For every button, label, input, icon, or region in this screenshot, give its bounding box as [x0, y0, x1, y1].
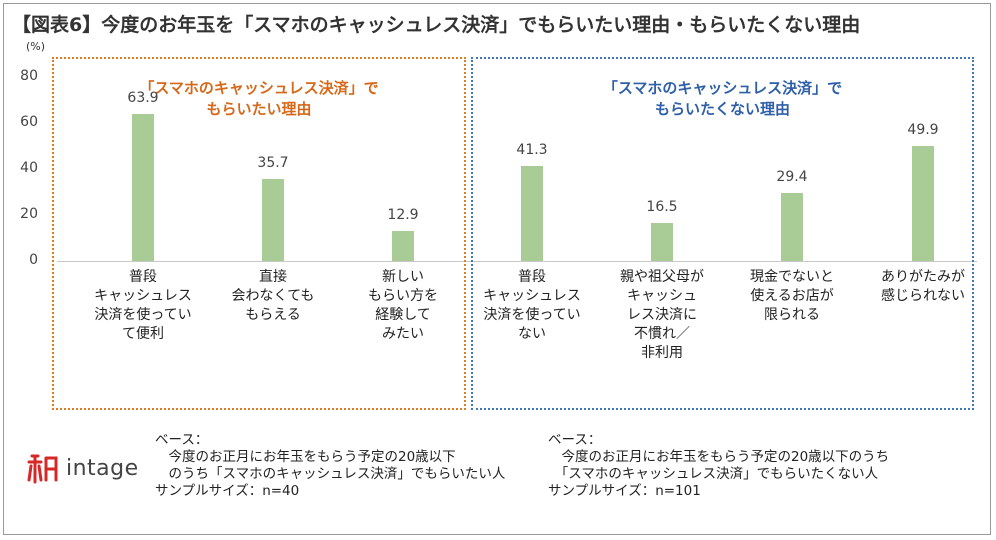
right-base-note: ベース： 今度のお正月にお年玉をもらう予定の20歳以下のうち 「スマホのキャッシ…	[548, 432, 890, 499]
bar	[521, 166, 543, 261]
category-label: ありがたみが 感じられない	[881, 269, 965, 304]
bar	[132, 114, 154, 261]
intage-logo-icon	[27, 454, 58, 484]
bar	[912, 146, 934, 261]
y-tick-label: 40	[20, 160, 38, 176]
intage-logo-text: intage	[66, 455, 139, 481]
category-label: 現金でないと 使えるお店が 限られる	[750, 269, 834, 323]
y-tick-label: 20	[20, 206, 38, 222]
y-axis-unit: (%)	[26, 40, 46, 53]
bar	[262, 178, 284, 261]
bar	[781, 193, 803, 261]
category-label: 新しい もらい方を 経験して みたい	[368, 269, 438, 342]
y-tick-label: 60	[20, 114, 38, 130]
intage-logo: intage	[26, 452, 139, 484]
x-axis-baseline	[57, 261, 977, 262]
group-label-not-want: 「スマホのキャッシュレス決済」で もらいたくない理由	[471, 78, 974, 120]
left-base-note: ベース： 今度のお正月にお年玉をもらう予定の20歳以下 のうち「スマホのキャッシ…	[155, 432, 506, 499]
bar-value-label: 16.5	[646, 199, 678, 216]
category-label: 直接 会わなくても もらえる	[231, 269, 315, 323]
group-label-not-want-text: 「スマホのキャッシュレス決済」で もらいたくない理由	[602, 79, 843, 118]
group-label-want: 「スマホのキャッシュレス決済」で もらいたい理由	[52, 78, 466, 120]
category-label: 普段 キャッシュレス 決済を使ってい ない	[483, 269, 581, 342]
category-label: 親や祖父母が キャッシュ レス決済に 不慣れ／ 非利用	[620, 269, 704, 361]
bar-value-label: 35.7	[257, 154, 289, 171]
bar	[392, 231, 414, 261]
y-tick-label: 80	[20, 68, 38, 84]
group-box-not-want	[471, 57, 974, 410]
bar-value-label: 49.9	[907, 122, 939, 139]
bar-value-label: 29.4	[776, 169, 808, 186]
y-tick-label: 0	[29, 252, 38, 268]
bar-value-label: 63.9	[127, 90, 159, 107]
category-label: 普段 キャッシュレス 決済を使ってい て便利	[94, 269, 192, 342]
group-box-want	[52, 57, 466, 410]
bar-value-label: 41.3	[516, 142, 548, 158]
bar	[651, 223, 673, 261]
group-label-want-text: 「スマホのキャッシュレス決済」で もらいたい理由	[139, 79, 379, 118]
bar-value-label: 12.9	[387, 207, 419, 224]
chart-frame	[3, 3, 991, 535]
chart-title: 【図表6】今度のお年玉を「スマホのキャッシュレス決済」でもらいたい理由・もらいた…	[12, 14, 861, 36]
